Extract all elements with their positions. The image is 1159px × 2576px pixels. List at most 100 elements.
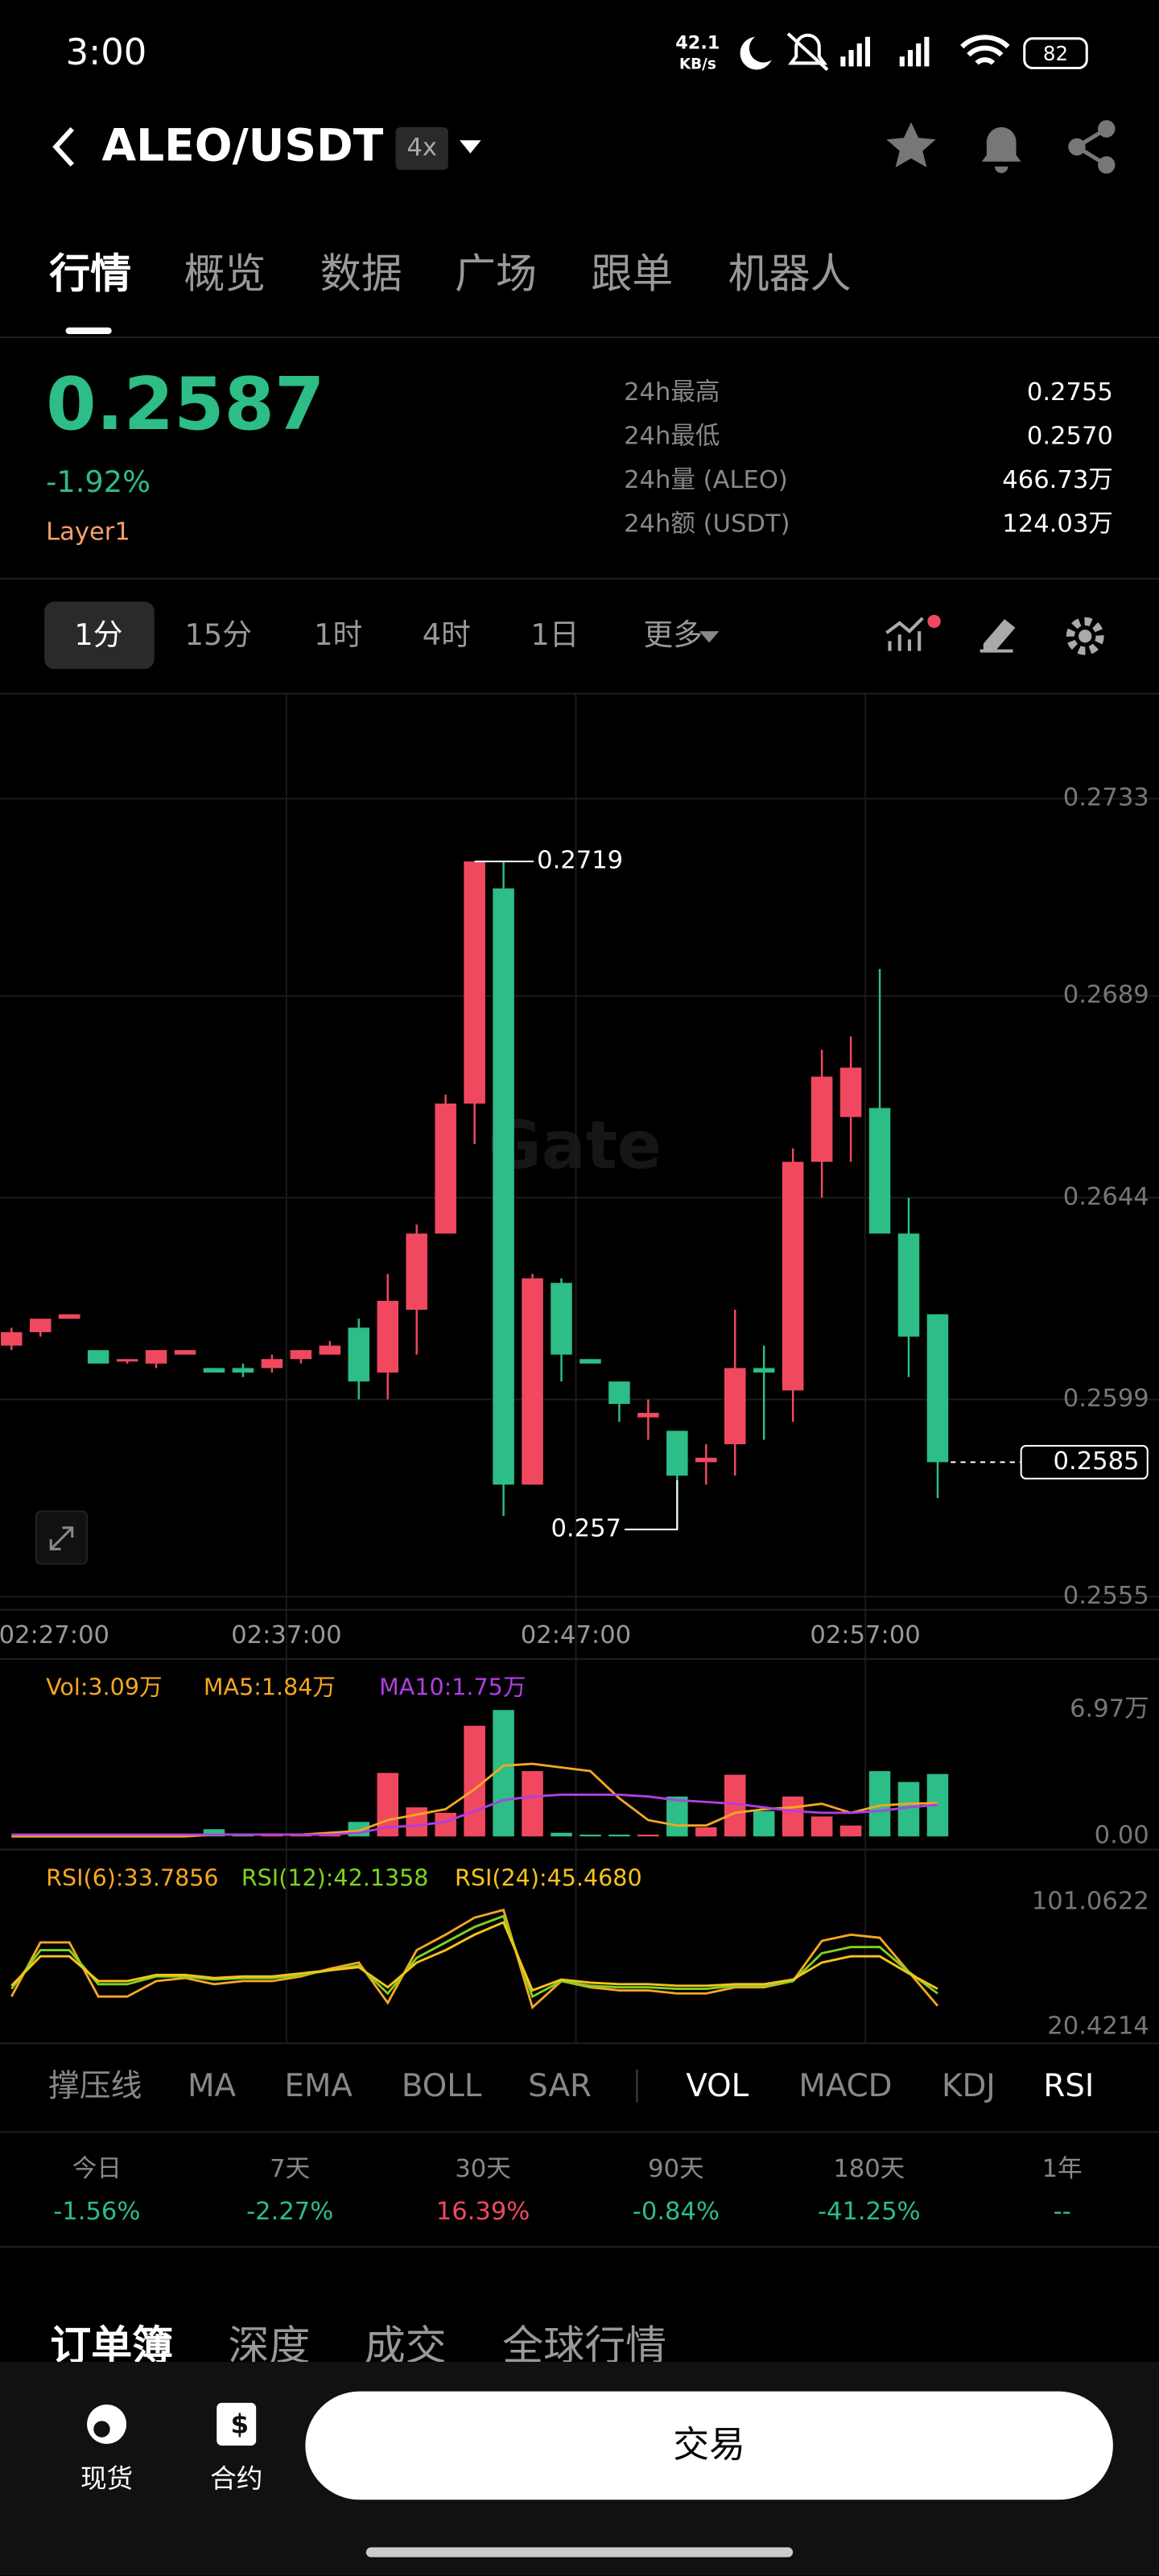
candle-body [174,1350,196,1355]
home-indicator [365,2547,794,2557]
last-price-box [1020,1444,1149,1480]
candle-body [666,1430,688,1476]
volume-bar [522,1771,543,1837]
battery-level: 82 [1043,42,1068,65]
x-tick-label: 02:47:00 [521,1621,631,1649]
candle-body [608,1381,630,1404]
timeframe[interactable]: 更多 [644,617,703,652]
indicator-tab[interactable]: SAR [528,2068,592,2104]
volume-bar [753,1810,775,1837]
tab-underline [65,327,112,334]
tab[interactable]: 广场 [455,251,537,299]
settings-center [1079,630,1092,643]
volume-bar [637,1834,659,1837]
net-speed: 42.1 [675,32,720,53]
candle-body [868,1108,891,1234]
leverage: 4x [406,134,437,162]
more-dropdown[interactable] [699,631,720,643]
min-label: 0.257 [551,1514,621,1542]
period-label: 1年 [1042,2155,1083,2183]
favorite-button[interactable] [886,122,936,167]
stats: 24h最高 0.2755 24h最低 0.2570 24h量 (ALEO) 466.73万… [624,378,1113,538]
price-change: -1.92% [46,464,151,499]
draw-button[interactable] [980,619,1016,653]
candle-body [435,1103,456,1234]
indicator-tab[interactable]: KDJ [942,2068,996,2104]
candle-body [753,1368,775,1373]
indicator-button[interactable] [885,617,924,651]
candle-body [637,1413,659,1418]
tab[interactable]: 数据 [320,251,402,299]
timeframe[interactable]: 1日 [530,617,579,652]
pair-dropdown[interactable] [460,140,481,154]
rsi-line [10,1914,938,1999]
futures-icon-glyph: $ [230,2409,249,2439]
spot-label[interactable]: 现货 [80,2463,133,2494]
candle-body [406,1233,427,1311]
volume-bar [551,1832,572,1837]
period-change: -0.84% [633,2198,720,2226]
indicator-tab[interactable]: BOLL [402,2068,482,2104]
tab[interactable]: 机器人 [728,251,852,299]
candle-body [116,1359,138,1362]
last-price: 0.2587 [46,363,324,447]
period-change: -1.56% [53,2198,140,2226]
volume-bar [666,1796,688,1837]
timeframes: 1分 15分 1时 4时 1日 更多 [74,617,703,652]
tab[interactable]: 概览 [184,251,266,299]
max-label: 0.2719 [537,847,623,875]
timeframe[interactable]: 4时 [423,617,471,652]
stat-value: 124.03万 [1002,510,1113,538]
futures-icon [217,2402,257,2446]
candle-body [203,1368,225,1373]
timeframe[interactable]: 15分 [185,617,252,652]
period-label: 90天 [648,2155,704,2183]
indicator-tab[interactable]: EMA [284,2068,353,2104]
tab[interactable]: 行情 [49,251,131,299]
futures-label[interactable]: 合约 [210,2463,262,2494]
candle-body [377,1300,399,1373]
trade-label: 交易 [673,2423,745,2466]
net-unit: KB/s [679,56,716,72]
timeframe-selected [44,601,155,670]
candle-body [1,1331,23,1346]
trade-button[interactable] [305,2391,1113,2500]
rsi-legend: RSI(24):45.4680 [455,1864,642,1891]
indicator-tab[interactable]: 撑压线 [48,2068,142,2104]
stat-label: 24h最低 [624,422,720,450]
candle-body [580,1359,601,1364]
timeframe[interactable]: 1分 [74,617,122,652]
candle-body [319,1345,341,1355]
candle-body [810,1076,833,1162]
indicator-tab[interactable]: MACD [798,2068,892,2104]
rsi-line [10,1921,938,1992]
alert-button[interactable] [981,126,1021,174]
candlestick-chart: Gate 0.2733 0.2689 0.2644 0.2599 0.2555 02:27:… [0,693,1159,2044]
volume-bar [810,1816,833,1837]
vol-tick-label: 6.97万 [1070,1695,1149,1724]
volume-bar [782,1796,804,1837]
indicator-tab[interactable]: VOL [686,2068,749,2104]
back-button[interactable] [52,126,75,167]
stat-label: 24h最高 [624,378,720,407]
indicator-tab[interactable]: MA [188,2068,236,2104]
x-tick-label: 02:37:00 [231,1621,341,1649]
volume-bar [839,1825,862,1837]
settings-button[interactable] [1066,617,1104,655]
volume-bar [435,1812,456,1837]
ma5-line [11,1762,938,1838]
indicator-tab[interactable]: RSI [1043,2068,1094,2104]
y-tick-label: 0.2689 [1063,981,1149,1009]
tab[interactable]: 跟单 [591,251,673,299]
timeframe[interactable]: 1时 [314,617,362,652]
sector-tag[interactable]: Layer1 [46,518,130,546]
candle-body [290,1350,312,1360]
y-tick-label: 0.2644 [1063,1183,1149,1211]
moon-icon [740,36,772,70]
pair-name[interactable]: ALEO/USDT [101,120,383,171]
period-label: 7天 [270,2155,310,2183]
rsi-tick-label: 20.4214 [1047,2012,1149,2040]
volume-bar [203,1829,225,1837]
share-button[interactable] [1068,120,1116,174]
tab-bar: 行情 概览 数据 广场 跟单 机器人 [49,251,851,299]
